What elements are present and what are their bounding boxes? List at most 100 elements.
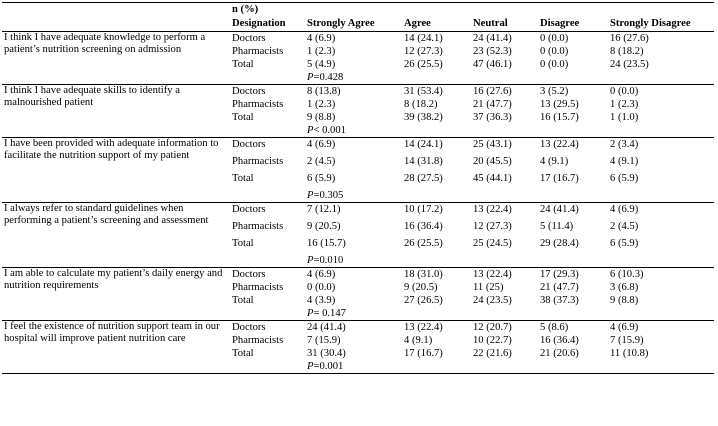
- agree-cell: 14 (24.1): [404, 33, 443, 44]
- column-header-disagree: Disagree: [540, 17, 580, 29]
- p-label: P: [307, 72, 314, 83]
- table-row: Pharmacists 0 (0.0) 9 (20.5) 11 (25) 21 …: [2, 281, 714, 294]
- agree-cell: 13 (22.4): [404, 322, 443, 333]
- table-row: Total 31 (30.4) 17 (16.7) 22 (21.6) 21 (…: [2, 347, 714, 360]
- disagree-cell: 0 (0.0): [540, 59, 569, 70]
- strongly-disagree-cell: 4 (6.9): [610, 322, 639, 333]
- neutral-cell: 21 (47.7): [473, 99, 512, 110]
- table-row: Pharmacists 9 (20.5) 16 (36.4) 12 (27.3)…: [2, 220, 714, 237]
- p-value: P= 0.147: [305, 307, 402, 321]
- strongly-agree-cell: 2 (4.5): [307, 156, 336, 167]
- p-label: P: [307, 190, 314, 201]
- strongly-agree-cell: 24 (41.4): [307, 322, 346, 333]
- p-value: P< 0.001: [305, 124, 402, 138]
- p-value: P=0.428: [305, 71, 402, 85]
- agree-cell: 28 (27.5): [404, 173, 443, 184]
- neutral-cell: 20 (45.5): [473, 156, 512, 167]
- neutral-cell: 47 (46.1): [473, 59, 512, 70]
- neutral-cell: 45 (44.1): [473, 173, 512, 184]
- designation-cell: Pharmacists: [232, 46, 284, 57]
- agree-cell: 8 (18.2): [404, 99, 438, 110]
- p-value-row: P=0.001: [2, 360, 714, 374]
- statement-text: I feel the existence of nutrition suppor…: [4, 321, 220, 344]
- disagree-cell: 16 (36.4): [540, 335, 579, 346]
- strongly-agree-cell: 4 (3.9): [307, 295, 336, 306]
- disagree-cell: 29 (28.4): [540, 238, 579, 249]
- disagree-cell: 17 (16.7): [540, 173, 579, 184]
- p-value-text: =0.428: [313, 72, 344, 83]
- neutral-cell: 16 (27.6): [473, 86, 512, 97]
- designation-cell: Doctors: [232, 86, 266, 97]
- neutral-cell: 22 (21.6): [473, 348, 512, 359]
- strongly-disagree-cell: 3 (6.8): [610, 282, 639, 293]
- table-row: I always refer to standard guidelines wh…: [2, 202, 714, 226]
- neutral-cell: 11 (25): [473, 282, 504, 293]
- agree-cell: 26 (25.5): [404, 59, 443, 70]
- statement-text: I think I have adequate skills to identi…: [4, 85, 180, 108]
- strongly-agree-cell: 8 (13.8): [307, 86, 341, 97]
- p-value-text: =0.305: [313, 190, 344, 201]
- agree-cell: 9 (20.5): [404, 282, 438, 293]
- designation-cell: Doctors: [232, 33, 266, 44]
- designation-cell: Pharmacists: [232, 156, 284, 167]
- designation-cell: Pharmacists: [232, 282, 284, 293]
- table-row: Total 16 (15.7) 26 (25.5) 25 (24.5) 29 (…: [2, 237, 714, 254]
- table-row: Total 5 (4.9) 26 (25.5) 47 (46.1) 0 (0.0…: [2, 58, 714, 71]
- header-statement-cell: [2, 17, 230, 32]
- header-row-n-percent: n (%): [2, 2, 714, 17]
- table-row: Pharmacists 2 (4.5) 14 (31.8) 20 (45.5) …: [2, 155, 714, 172]
- strongly-disagree-cell: 11 (10.8): [610, 348, 649, 359]
- designation-cell: Total: [232, 173, 254, 184]
- column-header-strongly-agree: Strongly Agree: [307, 17, 375, 29]
- header-row-columns: Designation Strongly Agree Agree Neutral…: [2, 17, 714, 32]
- agree-cell: 14 (31.8): [404, 156, 443, 167]
- disagree-cell: 21 (20.6): [540, 348, 579, 359]
- designation-cell: Pharmacists: [232, 99, 284, 110]
- p-value-text: < 0.001: [313, 125, 346, 136]
- strongly-disagree-cell: 6 (5.9): [610, 238, 639, 249]
- strongly-agree-cell: 16 (15.7): [307, 238, 346, 249]
- designation-cell: Pharmacists: [232, 221, 284, 232]
- table-row: I am able to calculate my patient’s dail…: [2, 267, 714, 291]
- disagree-cell: 0 (0.0): [540, 46, 569, 57]
- designation-cell: Doctors: [232, 204, 266, 215]
- neutral-cell: 25 (43.1): [473, 139, 512, 150]
- disagree-cell: 16 (15.7): [540, 112, 579, 123]
- p-label: P: [307, 255, 314, 266]
- column-header-designation: Designation: [232, 17, 286, 29]
- strongly-agree-cell: 31 (30.4): [307, 348, 346, 359]
- disagree-cell: 4 (9.1): [540, 156, 569, 167]
- designation-cell: Total: [232, 238, 254, 249]
- disagree-cell: 13 (29.5): [540, 99, 579, 110]
- p-value-text: = 0.147: [313, 308, 346, 319]
- strongly-agree-cell: 7 (12.1): [307, 204, 341, 215]
- table-row: I think I have adequate knowledge to per…: [2, 31, 714, 55]
- designation-cell: Doctors: [232, 269, 266, 280]
- strongly-agree-cell: 1 (2.3): [307, 46, 336, 57]
- neutral-cell: 12 (27.3): [473, 221, 512, 232]
- strongly-disagree-cell: 6 (10.3): [610, 269, 644, 280]
- strongly-disagree-cell: 16 (27.6): [610, 33, 649, 44]
- table-row: Total 9 (8.8) 39 (38.2) 37 (36.3) 16 (15…: [2, 111, 714, 124]
- disagree-cell: 3 (5.2): [540, 86, 569, 97]
- p-label: P: [307, 308, 314, 319]
- neutral-cell: 10 (22.7): [473, 335, 512, 346]
- strongly-disagree-cell: 2 (4.5): [610, 221, 639, 232]
- agree-cell: 14 (24.1): [404, 139, 443, 150]
- agree-cell: 31 (53.4): [404, 86, 443, 97]
- neutral-cell: 12 (20.7): [473, 322, 512, 333]
- column-header-agree: Agree: [404, 17, 431, 29]
- p-value-row: P= 0.147: [2, 307, 714, 321]
- agree-cell: 12 (27.3): [404, 46, 443, 57]
- statement-text: I always refer to standard guidelines wh…: [4, 203, 209, 226]
- table-row: Pharmacists 7 (15.9) 4 (9.1) 10 (22.7) 1…: [2, 334, 714, 347]
- strongly-agree-cell: 4 (6.9): [307, 33, 336, 44]
- designation-cell: Doctors: [232, 139, 266, 150]
- strongly-disagree-cell: 1 (2.3): [610, 99, 639, 110]
- disagree-cell: 21 (47.7): [540, 282, 579, 293]
- agree-cell: 17 (16.7): [404, 348, 443, 359]
- strongly-disagree-cell: 4 (6.9): [610, 204, 639, 215]
- neutral-cell: 24 (41.4): [473, 33, 512, 44]
- designation-cell: Pharmacists: [232, 335, 284, 346]
- strongly-agree-cell: 9 (8.8): [307, 112, 336, 123]
